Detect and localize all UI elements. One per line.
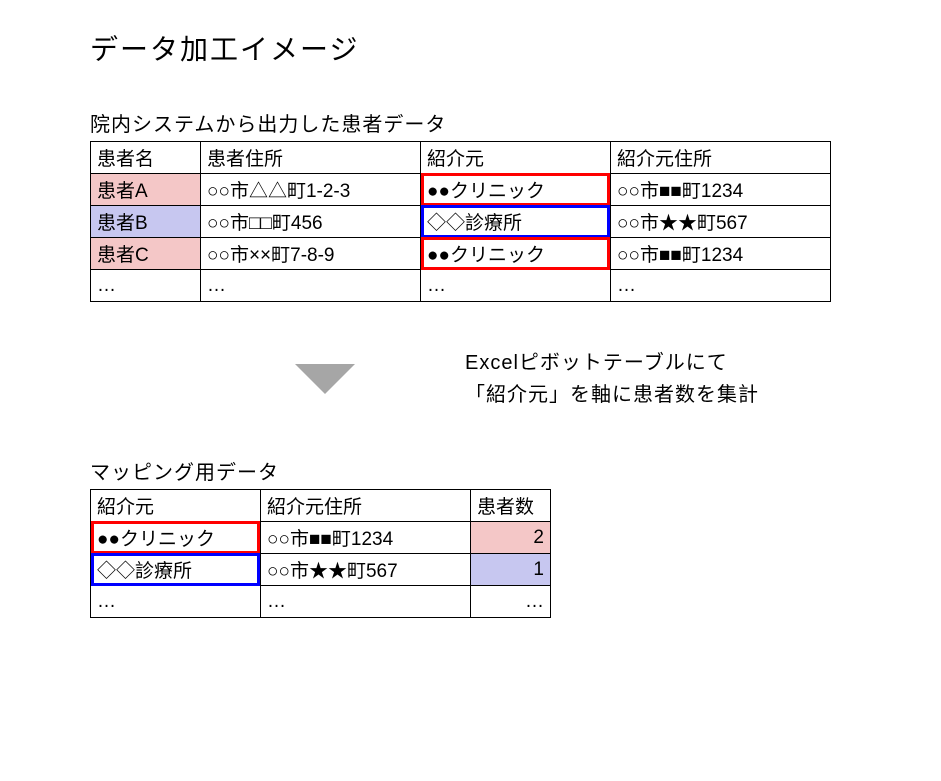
highlight-box	[421, 205, 610, 238]
table1-cell: ○○市■■町1234	[611, 174, 831, 206]
table2-cell: …	[261, 586, 471, 618]
table2-header-cell: 紹介元	[91, 490, 261, 522]
table1-cell: ○○市△△町1-2-3	[201, 174, 421, 206]
table-row: 患者B○○市□□町456◇◇診療所○○市★★町567	[91, 206, 831, 238]
section1-heading: 院内システムから出力した患者データ	[90, 108, 851, 137]
table2-cell: 1	[471, 554, 551, 586]
table1-cell: ○○市■■町1234	[611, 238, 831, 270]
highlight-box	[421, 173, 610, 206]
highlight-box	[421, 237, 610, 270]
table-row: ………	[91, 586, 551, 618]
table2-cell: ◇◇診療所	[91, 554, 261, 586]
table1-cell: …	[611, 270, 831, 302]
table1-cell: ●●クリニック	[421, 238, 611, 270]
table-row: ●●クリニック○○市■■町12342	[91, 522, 551, 554]
explain-line2: 「紹介元」を軸に患者数を集計	[465, 384, 759, 406]
section2-heading: マッピング用データ	[90, 456, 851, 485]
transform-row: Excelピボットテーブルにて 「紹介元」を軸に患者数を集計	[90, 347, 851, 411]
table1-cell: ○○市□□町456	[201, 206, 421, 238]
table2-cell: ○○市★★町567	[261, 554, 471, 586]
highlight-box	[91, 521, 260, 554]
table2-header-cell: 患者数	[471, 490, 551, 522]
table-row: 患者A○○市△△町1-2-3●●クリニック○○市■■町1234	[91, 174, 831, 206]
table1-header-cell: 紹介元	[421, 142, 611, 174]
transform-explanation: Excelピボットテーブルにて 「紹介元」を軸に患者数を集計	[465, 347, 759, 411]
explain-line1: Excelピボットテーブルにて	[465, 352, 728, 374]
table2-header-cell: 紹介元住所	[261, 490, 471, 522]
table1-header-cell: 患者住所	[201, 142, 421, 174]
table2-cell: …	[471, 586, 551, 618]
table1-cell: …	[91, 270, 201, 302]
table-row: ◇◇診療所○○市★★町5671	[91, 554, 551, 586]
table1-header-cell: 紹介元住所	[611, 142, 831, 174]
table1-cell: 患者A	[91, 174, 201, 206]
table1-cell: ◇◇診療所	[421, 206, 611, 238]
down-arrow-icon	[295, 364, 355, 394]
table1-cell: …	[421, 270, 611, 302]
table2-cell: 2	[471, 522, 551, 554]
mapping-data-table: 紹介元紹介元住所患者数●●クリニック○○市■■町12342◇◇診療所○○市★★町…	[90, 489, 551, 618]
page-title: データ加工イメージ	[90, 28, 851, 68]
table1-cell: …	[201, 270, 421, 302]
table-row: …………	[91, 270, 831, 302]
table-row: 患者C○○市××町7-8-9●●クリニック○○市■■町1234	[91, 238, 831, 270]
table1-cell: ●●クリニック	[421, 174, 611, 206]
table1-cell: 患者B	[91, 206, 201, 238]
table1-cell: 患者C	[91, 238, 201, 270]
table2-cell: …	[91, 586, 261, 618]
table1-cell: ○○市××町7-8-9	[201, 238, 421, 270]
table2-cell: ●●クリニック	[91, 522, 261, 554]
highlight-box	[91, 553, 260, 586]
table1-cell: ○○市★★町567	[611, 206, 831, 238]
patient-data-table: 患者名患者住所紹介元紹介元住所患者A○○市△△町1-2-3●●クリニック○○市■…	[90, 141, 831, 302]
table2-cell: ○○市■■町1234	[261, 522, 471, 554]
table1-header-cell: 患者名	[91, 142, 201, 174]
